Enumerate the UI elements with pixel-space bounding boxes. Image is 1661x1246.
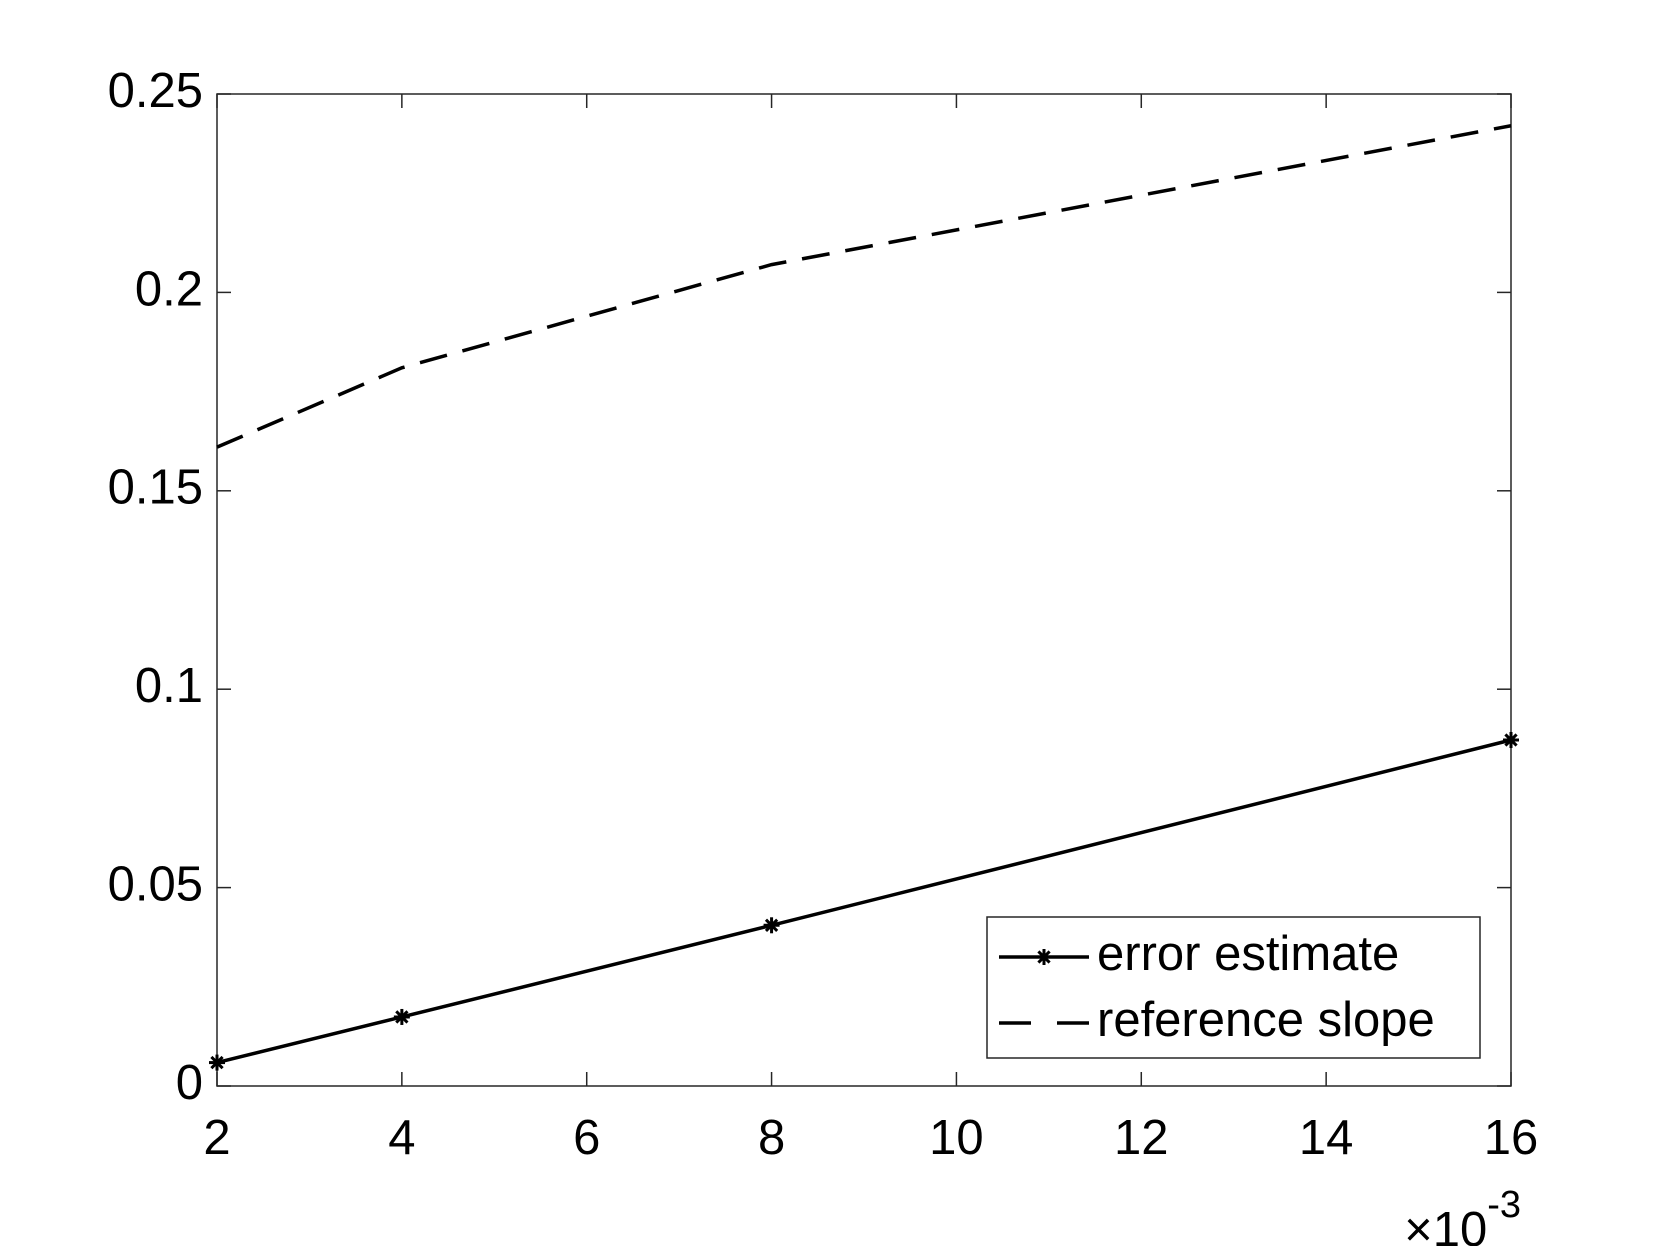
x-multiplier-exponent: -3 bbox=[1487, 1184, 1521, 1226]
y-tick-label: 0 bbox=[176, 1056, 203, 1110]
marker-stroke bbox=[395, 1010, 409, 1024]
y-tick-label: 0.25 bbox=[108, 64, 203, 118]
y-tick-label: 0.05 bbox=[108, 858, 203, 912]
x-tick-label: 12 bbox=[1114, 1111, 1169, 1165]
y-tick-label: 0.2 bbox=[135, 262, 203, 316]
x-multiplier-base: ×10 bbox=[1404, 1203, 1487, 1246]
data-point bbox=[209, 1054, 225, 1071]
x-tick-label: 2 bbox=[203, 1111, 230, 1165]
series-line bbox=[216, 738, 1512, 1065]
x-tick-label: 6 bbox=[573, 1111, 600, 1165]
x-tick-label: 10 bbox=[929, 1111, 984, 1165]
y-tick-label: 0.15 bbox=[108, 461, 203, 515]
x-tick-label: 8 bbox=[758, 1111, 785, 1165]
marker-stroke bbox=[210, 1055, 224, 1070]
data-point bbox=[1503, 731, 1519, 748]
y-tick-label: 0.1 bbox=[135, 659, 203, 713]
legend-box bbox=[986, 916, 1481, 1059]
legend-marker bbox=[1036, 949, 1052, 965]
x-tick-label: 14 bbox=[1299, 1111, 1354, 1165]
x-multiplier: ×10-3 bbox=[1404, 1184, 1521, 1246]
marker-stroke bbox=[1037, 950, 1051, 964]
series-line bbox=[216, 124, 1512, 449]
marker-stroke bbox=[1504, 733, 1518, 747]
marker-stroke bbox=[764, 918, 779, 932]
x-tick-label: 16 bbox=[1484, 1111, 1539, 1165]
legend-label: error estimate bbox=[1097, 927, 1399, 981]
x-tick-label: 4 bbox=[388, 1111, 415, 1165]
data-point bbox=[393, 1008, 410, 1025]
data-point bbox=[763, 917, 780, 934]
legend-label: reference slope bbox=[1097, 993, 1435, 1047]
